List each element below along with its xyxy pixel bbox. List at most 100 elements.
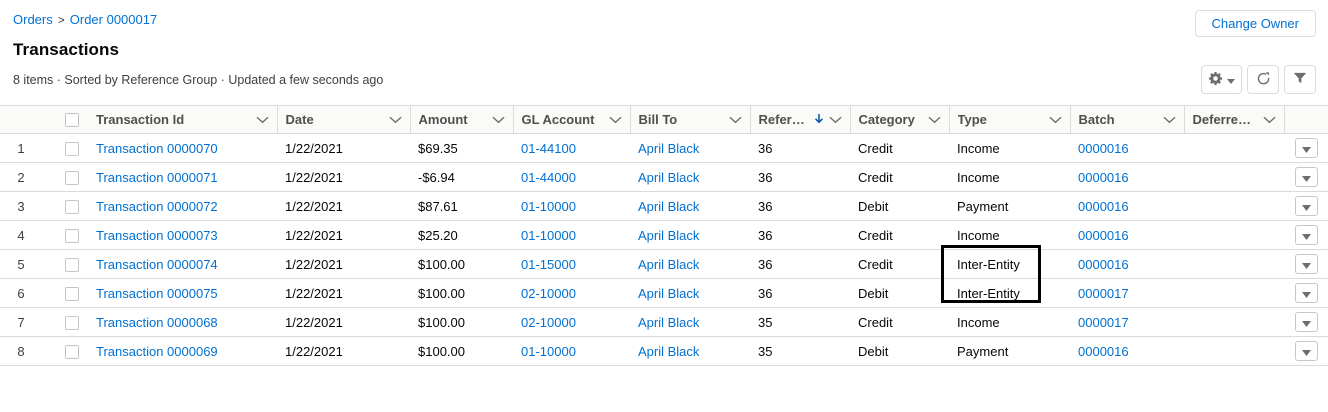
filter-button[interactable] [1284,65,1316,94]
column-header-reference[interactable]: Refere… [749,105,850,134]
triangle-down-icon [1301,344,1311,359]
column-header-amount[interactable]: Amount [409,105,513,134]
refresh-button[interactable] [1247,65,1279,94]
cell-reference: 36 [750,220,850,250]
batch-link[interactable]: 0000016 [1078,198,1129,214]
row-actions-button[interactable] [1294,196,1318,216]
row-number: 1 [0,133,56,163]
row-actions-button[interactable] [1294,341,1318,361]
gl-account-link[interactable]: 01-44000 [521,169,576,185]
batch-link[interactable]: 0000016 [1078,343,1129,359]
cell-type: Income [949,220,1070,250]
transaction-link[interactable]: Transaction 0000073 [96,227,218,243]
bill-to-link[interactable]: April Black [638,140,700,156]
gl-account-link[interactable]: 01-15000 [521,256,576,272]
cell-type: Income [949,162,1070,192]
row-actions-button[interactable] [1294,283,1318,303]
gl-account-link[interactable]: 02-10000 [521,314,576,330]
column-header-category[interactable]: Category [849,105,949,134]
chevron-down-icon [608,112,622,127]
cell-type: Inter-Entity [949,249,1070,279]
select-all-checkbox[interactable] [65,113,79,128]
cell-type: Inter-Entity [949,278,1070,308]
cell-amount: $100.00 [410,249,513,279]
cell-deferred [1184,249,1284,279]
cell-amount: $69.35 [410,133,513,163]
breadcrumb-link-order[interactable]: Order 0000017 [69,12,158,27]
triangle-down-icon [1301,228,1311,243]
batch-link[interactable]: 0000016 [1078,227,1129,243]
gl-account-link[interactable]: 01-44100 [521,140,576,156]
column-header-date[interactable]: Date [276,105,410,134]
transaction-link[interactable]: Transaction 0000070 [96,140,218,156]
column-header-batch[interactable]: Batch [1069,105,1184,134]
bill-to-link[interactable]: April Black [638,285,700,301]
row-actions-button[interactable] [1294,254,1318,274]
transactions-table: Transaction Id Date Amount GL Account Bill T… [0,105,1328,366]
row-checkbox[interactable] [65,344,79,359]
batch-link[interactable]: 0000016 [1078,169,1129,185]
gl-account-link[interactable]: 02-10000 [521,285,576,301]
column-label-deferred: Deferre… [1192,112,1252,127]
bill-to-link[interactable]: April Black [638,314,700,330]
column-label-batch: Batch [1078,112,1115,127]
batch-link[interactable]: 0000017 [1078,285,1129,301]
row-checkbox[interactable] [65,170,79,185]
row-checkbox[interactable] [65,141,79,156]
batch-link[interactable]: 0000017 [1078,314,1129,330]
cell-reference: 36 [750,162,850,192]
bill-to-link[interactable]: April Black [638,198,700,214]
row-checkbox[interactable] [65,286,79,301]
cell-reference: 35 [750,307,850,337]
bill-to-link[interactable]: April Black [638,169,700,185]
row-actions-button[interactable] [1294,138,1318,158]
cell-deferred [1184,336,1284,366]
transaction-link[interactable]: Transaction 0000068 [96,314,218,330]
row-actions-button[interactable] [1294,312,1318,332]
row-actions-button[interactable] [1294,167,1318,187]
bill-to-link[interactable]: April Black [638,256,700,272]
gl-account-link[interactable]: 01-10000 [521,343,576,359]
cell-category: Credit [850,307,949,337]
row-number: 7 [0,307,56,337]
row-checkbox[interactable] [65,228,79,243]
transaction-link[interactable]: Transaction 0000075 [96,285,218,301]
transaction-link[interactable]: Transaction 0000074 [96,256,218,272]
batch-link[interactable]: 0000016 [1078,140,1129,156]
transaction-link[interactable]: Transaction 0000071 [96,169,218,185]
cell-reference: 36 [750,249,850,279]
batch-link[interactable]: 0000016 [1078,256,1129,272]
gl-account-link[interactable]: 01-10000 [521,227,576,243]
table-header-row: Transaction Id Date Amount GL Account Bill T… [0,105,1328,134]
table-row: 7 Transaction 0000068 1/22/2021 $100.00 02-1… [0,307,1328,337]
row-checkbox[interactable] [65,315,79,330]
column-header-transaction-id[interactable]: Transaction Id [88,105,277,134]
row-actions-button[interactable] [1294,225,1318,245]
column-header-type[interactable]: Type [948,105,1070,134]
column-header-gl-account[interactable]: GL Account [512,105,630,134]
caret-down-icon [1227,72,1235,87]
gl-account-link[interactable]: 01-10000 [521,198,576,214]
column-label-category: Category [858,112,915,127]
breadcrumb-link-orders[interactable]: Orders [13,12,53,27]
transaction-link[interactable]: Transaction 0000072 [96,198,218,214]
cell-category: Credit [850,249,949,279]
transaction-link[interactable]: Transaction 0000069 [96,343,218,359]
change-owner-button[interactable]: Change Owner [1194,10,1316,37]
list-settings-button[interactable] [1201,65,1242,94]
cell-type: Payment [949,336,1070,366]
cell-deferred [1184,307,1284,337]
cell-date: 1/22/2021 [277,307,410,337]
column-label-gl-account: GL Account [521,112,595,127]
column-label-type: Type [957,112,987,127]
row-checkbox[interactable] [65,199,79,214]
bill-to-link[interactable]: April Black [638,343,700,359]
table-row: 5 Transaction 0000074 1/22/2021 $100.00 01-1… [0,249,1328,279]
bill-to-link[interactable]: April Black [638,227,700,243]
column-header-deferred[interactable]: Deferre… [1183,105,1284,134]
table-row: 6 Transaction 0000075 1/22/2021 $100.00 02-1… [0,278,1328,308]
row-number: 8 [0,336,56,366]
column-header-bill-to[interactable]: Bill To [629,105,750,134]
row-checkbox[interactable] [65,257,79,272]
cell-category: Debit [850,336,949,366]
